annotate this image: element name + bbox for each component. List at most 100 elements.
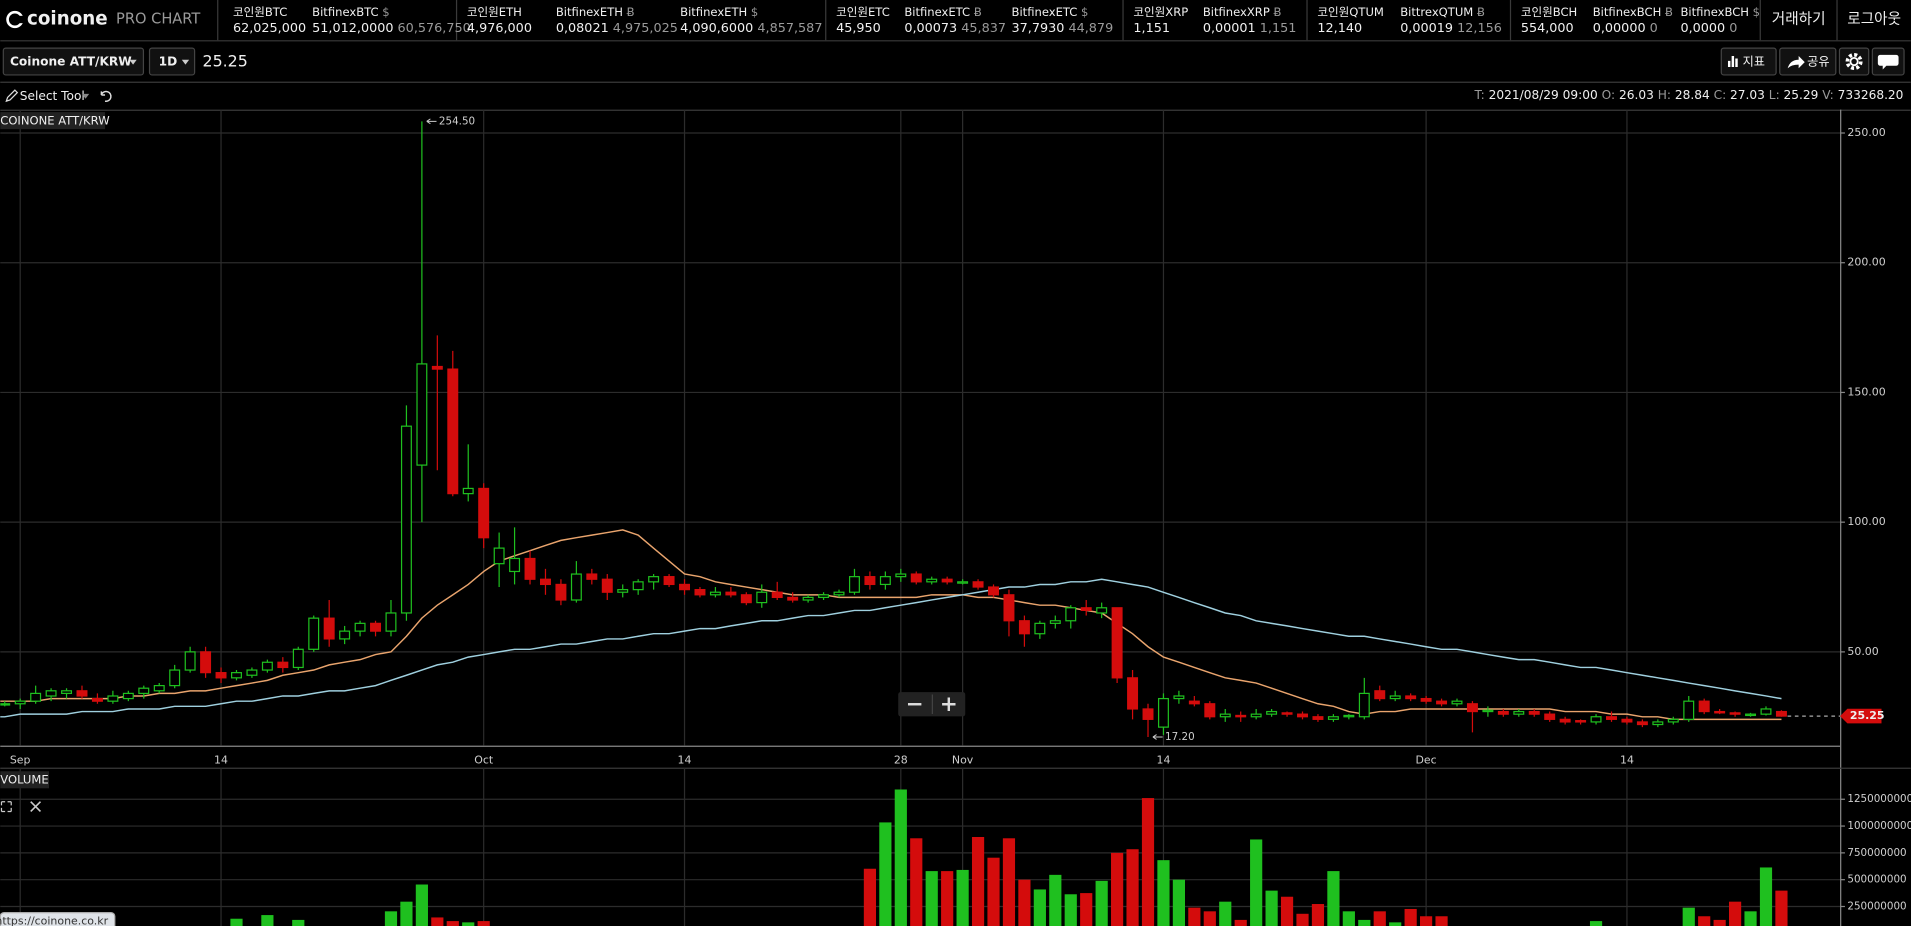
candle-body: [1127, 677, 1139, 710]
y-tick-label: 100.00: [1847, 515, 1885, 528]
candle-body: [1018, 620, 1030, 635]
info-value: 2021/08/29 09:00: [1489, 88, 1598, 102]
ticker-price: 0,00073 45,837: [904, 21, 1006, 36]
volume-bar: [925, 871, 938, 926]
ticker-unit: Ƀ: [974, 5, 982, 19]
ticker-unit: Ƀ: [1274, 5, 1282, 19]
candle-body: [617, 589, 629, 593]
trade-button[interactable]: 거래하기: [1772, 10, 1826, 27]
candle-body: [1590, 716, 1602, 723]
logout-button[interactable]: 로그아웃: [1847, 10, 1901, 27]
volume-bar: [910, 838, 923, 926]
volume-bar: [1234, 919, 1247, 926]
candle-body: [1667, 718, 1679, 723]
ticker-name[interactable]: BitfinexBCH $: [1680, 5, 1760, 19]
volume-bar: [1759, 867, 1773, 926]
symbol-select[interactable]: [2, 47, 145, 76]
ticker-name[interactable]: 코인원QTUM: [1317, 5, 1384, 19]
volume-bar: [384, 911, 398, 926]
candle-body: [1374, 690, 1386, 700]
ticker-name[interactable]: BitfinexETH $: [680, 5, 758, 19]
candle-body: [1714, 710, 1726, 714]
ticker-value: 12,140: [1317, 21, 1362, 36]
candle-body: [431, 365, 443, 370]
ticker-name[interactable]: BittrexQTUM Ƀ: [1400, 5, 1485, 19]
logo[interactable]: coinone: [27, 8, 108, 29]
candle-body: [184, 651, 196, 671]
volume-bar: [1280, 896, 1294, 926]
last-price-label: 25.25: [1850, 709, 1885, 722]
share-icon: [1787, 56, 1805, 69]
ticker-price: 12,140: [1317, 21, 1362, 36]
volume-bar: [1095, 880, 1108, 926]
ticker-price: 51,012,0000 60,576,750: [312, 21, 471, 36]
candle-body: [864, 576, 876, 586]
candle-body: [61, 690, 73, 695]
close-icon[interactable]: [30, 801, 42, 813]
product: PRO CHART: [116, 10, 200, 27]
ticker-name[interactable]: BitfinexETH Ƀ: [556, 5, 635, 19]
interval: 1D: [159, 55, 178, 69]
volume-bar: [1311, 904, 1325, 926]
ticker-name[interactable]: 코인원ETC: [836, 5, 890, 19]
volume-tick-label: 1000000000: [1847, 820, 1911, 832]
volume-bar: [400, 901, 413, 926]
ticker-krw: 1,151: [1260, 21, 1297, 36]
candle-body: [555, 583, 567, 601]
candle-body: [1389, 695, 1401, 700]
volume-bar: [894, 789, 907, 926]
candle-body: [261, 661, 273, 671]
candle-body: [586, 573, 598, 580]
ticker-value: 37,7930: [1012, 21, 1065, 36]
candle-body: [277, 661, 289, 669]
ticker-unit: $: [751, 5, 758, 19]
candle-body: [1544, 713, 1556, 720]
ticker-name[interactable]: BitfinexBCH Ƀ: [1593, 5, 1673, 19]
candle-body: [1250, 713, 1262, 718]
select-tool[interactable]: Select Tool: [20, 89, 85, 103]
settings-button[interactable]: [1838, 47, 1870, 76]
ticker-name[interactable]: 코인원XRP: [1133, 5, 1188, 19]
volume-bar: [1250, 839, 1263, 926]
ticker-name[interactable]: BitfinexBTC $: [312, 5, 389, 19]
status-bar: [0, 911, 116, 926]
volume-bar: [1172, 879, 1186, 926]
candle-body: [1111, 607, 1123, 679]
candle-body: [941, 578, 953, 583]
x-tick-label: Nov: [952, 753, 974, 766]
ticker-name[interactable]: BitfinexXRP Ƀ: [1203, 5, 1282, 19]
info-label: L:: [1769, 88, 1780, 102]
logo-cut: [17, 15, 25, 24]
volume-bar: [1682, 907, 1695, 926]
ticker-value: 4,976,000: [467, 21, 532, 36]
ticker-value: 0,08021: [556, 21, 609, 36]
ticker-symbol: BitfinexXRP: [1203, 5, 1270, 19]
ticker-name[interactable]: BitfinexETC Ƀ: [904, 5, 981, 19]
interval-select[interactable]: [148, 47, 196, 76]
ticker-symbol: 코인원QTUM: [1317, 5, 1384, 19]
pencil-icon: [5, 89, 19, 103]
info-label: O:: [1602, 88, 1615, 102]
x-tick-label: 14: [214, 753, 228, 766]
info-label: T:: [1474, 88, 1485, 102]
zoom-in[interactable]: [942, 697, 956, 711]
ticker-price: 0,00001 1,151: [1203, 21, 1297, 36]
ticker-name[interactable]: 코인원BCH: [1521, 5, 1577, 19]
indicator-label: 지표: [1743, 55, 1765, 69]
indicator-button[interactable]: [1720, 47, 1777, 76]
volume-bar: [1420, 916, 1433, 926]
ticker-value: 62,025,000: [233, 21, 306, 36]
ticker-name[interactable]: 코인원BTC: [233, 5, 287, 19]
candle-body: [1297, 713, 1308, 718]
ticker-name[interactable]: 코인원ETH: [467, 5, 522, 19]
ticker-krw: 60,576,750: [398, 21, 471, 36]
volume-bar: [477, 921, 490, 926]
share-button[interactable]: [1779, 47, 1837, 76]
candle-body: [1775, 710, 1787, 717]
ticker-name[interactable]: BitfinexETC $: [1012, 5, 1089, 19]
ticker-symbol: BitfinexBCH: [1593, 5, 1662, 19]
candle-body: [1034, 622, 1046, 635]
maximize-icon[interactable]: [0, 801, 12, 813]
ticker-symbol: BitfinexETH: [556, 5, 623, 19]
undo-icon[interactable]: [100, 90, 112, 102]
